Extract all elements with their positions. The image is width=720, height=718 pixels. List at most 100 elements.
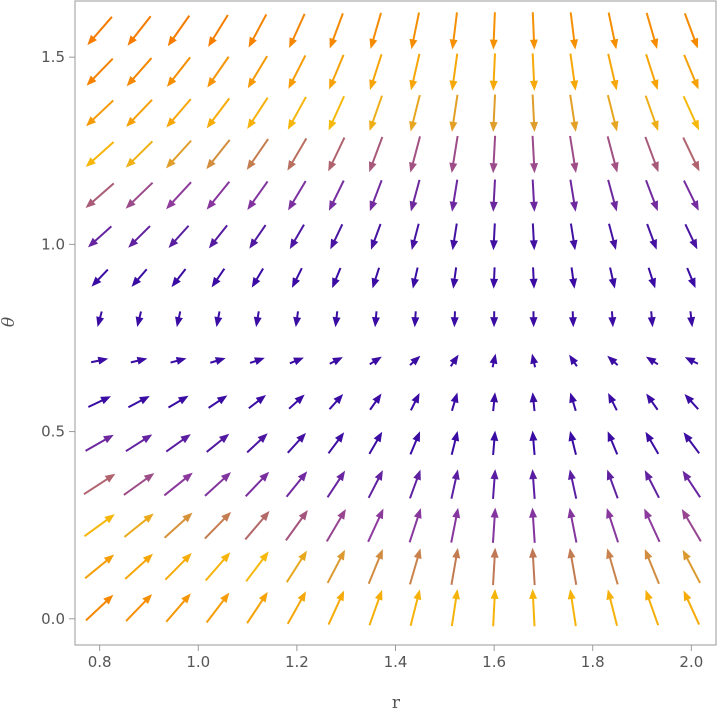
arrow-shaft — [129, 181, 154, 206]
vector-arrow — [246, 591, 268, 624]
arrow-head — [644, 549, 653, 560]
vector-arrow — [204, 552, 231, 582]
arrow-head — [288, 199, 297, 211]
arrow-head — [691, 78, 699, 90]
arrow-head — [103, 594, 114, 605]
arrow-head — [247, 118, 256, 129]
vector-arrow — [529, 223, 538, 251]
arrow-head — [490, 430, 499, 441]
arrow-head — [168, 237, 179, 249]
arrow-shaft — [684, 554, 701, 584]
arrow-head — [247, 77, 257, 89]
vector-arrow — [606, 136, 619, 173]
arrow-head — [104, 514, 115, 524]
vector-arrow — [369, 54, 383, 90]
arrow-shaft — [89, 182, 115, 205]
arrow-head — [182, 472, 193, 482]
arrow-head — [332, 277, 340, 289]
arrow-head — [490, 392, 499, 403]
x-axis-ticks: 0.8 1.0 1.2 1.4 1.6 1.8 2.0 — [88, 645, 703, 671]
x-tick-label: 2.0 — [679, 653, 703, 671]
arrow-head — [650, 38, 659, 49]
arrow-head — [410, 239, 419, 251]
arrow-head — [166, 199, 176, 210]
arrow-head — [259, 551, 269, 562]
arrow-shaft — [451, 94, 459, 127]
arrow-head — [336, 549, 346, 561]
arrow-shaft — [85, 436, 110, 452]
arrow-head — [411, 392, 420, 404]
vector-arrow — [489, 179, 498, 212]
arrow-head — [450, 392, 459, 404]
arrow-shaft — [330, 13, 344, 44]
vector-arrow — [683, 432, 700, 454]
vector-arrow — [371, 267, 381, 289]
vector-arrow — [123, 513, 154, 538]
arrow-shaft — [608, 474, 619, 499]
vector-arrow — [647, 311, 656, 328]
arrow-head — [452, 547, 461, 559]
vector-arrow — [211, 268, 226, 288]
arrow-head — [645, 589, 653, 601]
arrow-shaft — [450, 513, 458, 543]
vector-arrow — [645, 12, 659, 49]
x-tick-label: 1.6 — [482, 653, 506, 671]
arrow-head — [609, 239, 618, 251]
arrow-shaft — [209, 97, 231, 125]
vector-arrow — [489, 12, 498, 50]
arrow-shaft — [410, 136, 422, 168]
arrow-head — [298, 509, 308, 521]
arrow-shaft — [90, 58, 114, 82]
arrow-shaft — [249, 97, 269, 125]
arrow-shaft — [326, 554, 344, 584]
arrow-shaft — [645, 12, 657, 44]
vector-arrow — [165, 434, 191, 453]
arrow-head — [180, 434, 191, 444]
vector-arrow — [367, 508, 384, 543]
arrow-shaft — [249, 138, 269, 166]
arrow-head — [690, 37, 699, 49]
arrow-shaft — [131, 225, 151, 245]
arrow-head — [247, 199, 257, 210]
vector-arrow — [490, 469, 499, 499]
vector-arrow — [567, 507, 578, 543]
vector-arrow — [409, 179, 421, 212]
arrow-shaft — [682, 137, 698, 167]
arrow-shaft — [608, 594, 619, 626]
vector-arrow — [450, 267, 459, 289]
arrow-head — [259, 471, 270, 482]
vector-arrow — [529, 430, 538, 456]
arrow-head — [253, 316, 262, 328]
arrow-shaft — [89, 99, 114, 123]
arrow-head — [329, 37, 338, 49]
y-axis-label: θ — [0, 317, 19, 327]
arrow-head — [328, 160, 337, 172]
arrow-head — [166, 117, 176, 128]
arrow-shaft — [531, 553, 536, 586]
vector-arrow — [569, 223, 578, 251]
arrow-head — [650, 200, 658, 212]
arrow-head — [371, 356, 382, 366]
vector-arrow — [608, 311, 617, 328]
arrow-head — [171, 276, 181, 288]
arrow-shaft — [285, 555, 305, 583]
vector-arrow — [289, 13, 306, 49]
vector-arrow — [287, 137, 308, 171]
arrow-head — [287, 160, 296, 171]
arrow-shaft — [170, 15, 191, 42]
arrow-shaft — [90, 16, 113, 42]
arrow-head — [610, 79, 619, 91]
vector-arrow — [606, 589, 619, 626]
arrow-shaft — [245, 555, 266, 582]
arrow-head — [177, 395, 189, 405]
arrow-shaft — [370, 54, 383, 85]
vector-arrow — [285, 550, 307, 583]
vector-arrow — [644, 549, 660, 585]
vector-arrow — [251, 267, 264, 288]
arrow-head — [141, 434, 153, 444]
x-axis-label: r — [392, 693, 401, 713]
vector-arrow — [371, 311, 380, 328]
vector-arrow — [285, 509, 308, 541]
vector-arrow — [125, 181, 154, 209]
